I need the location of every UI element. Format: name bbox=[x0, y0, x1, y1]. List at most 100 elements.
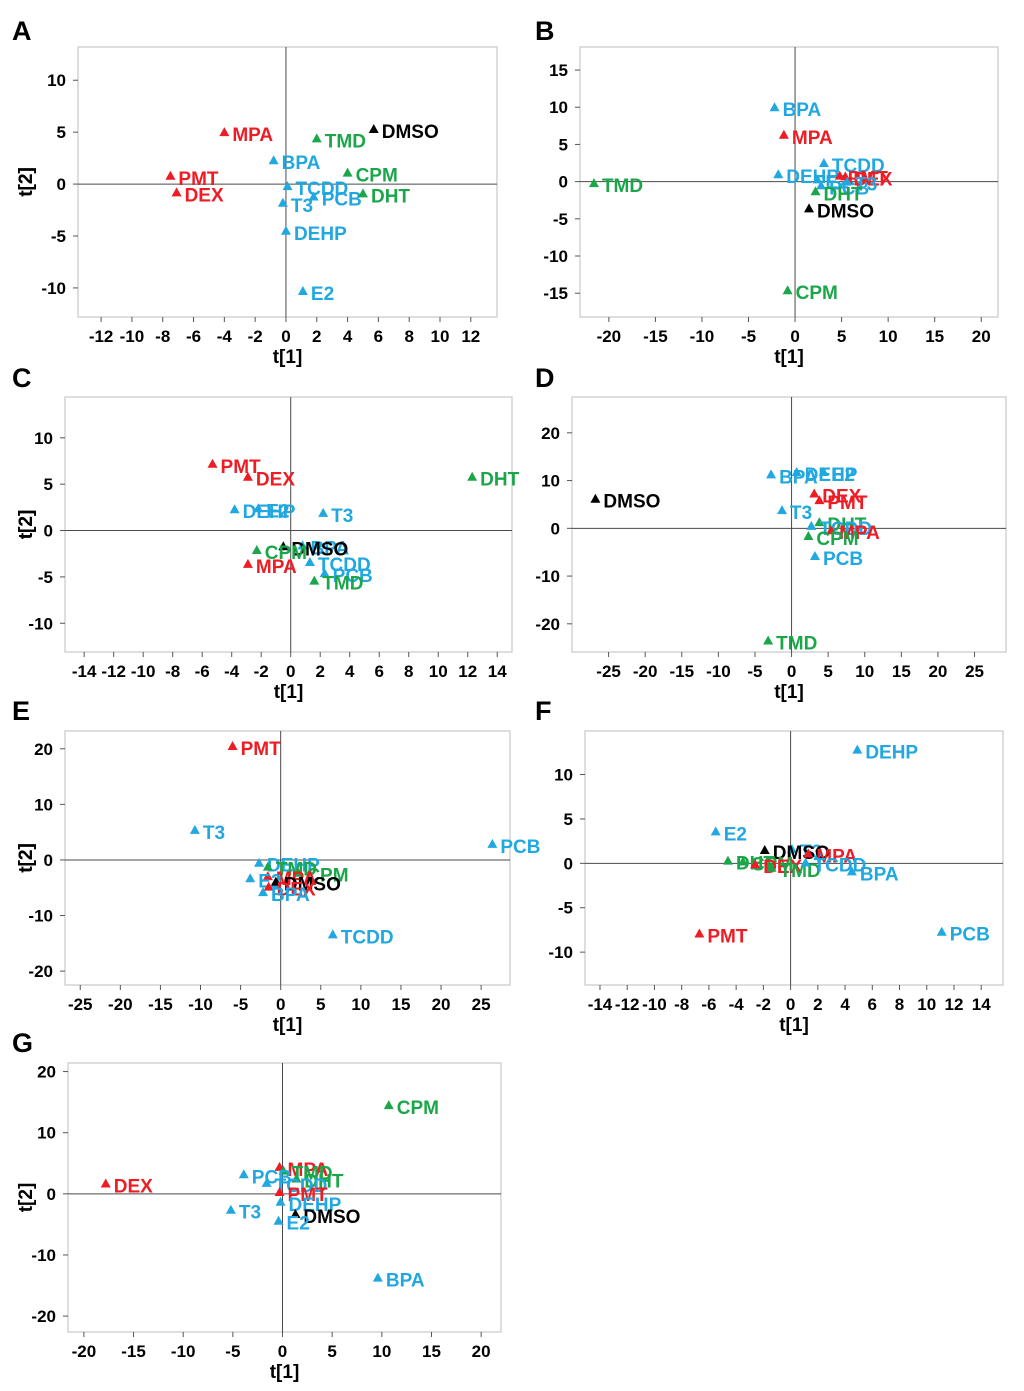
data-point-dht bbox=[291, 1173, 302, 1183]
data-point-dmso bbox=[270, 876, 281, 886]
point-label-dehp: DEHP bbox=[865, 743, 918, 764]
x-tick-label: 4 bbox=[840, 995, 850, 1014]
point-label-tcdd: TCDD bbox=[814, 855, 867, 876]
data-point-dehp bbox=[280, 225, 291, 235]
point-label-t3: T3 bbox=[855, 175, 877, 196]
y-tick-label: 0 bbox=[47, 1185, 56, 1204]
x-tick-label: 15 bbox=[925, 327, 944, 346]
point-label-t3: T3 bbox=[790, 503, 812, 524]
data-point-bpa bbox=[769, 102, 780, 112]
x-tick-label: 6 bbox=[374, 327, 383, 346]
x-tick-label: -6 bbox=[186, 327, 201, 346]
x-tick-label: -10 bbox=[171, 1342, 196, 1361]
y-tick-label: 10 bbox=[37, 1124, 56, 1143]
plot-frame bbox=[64, 396, 513, 653]
data-point-pcb bbox=[487, 838, 498, 848]
x-tick-label: 5 bbox=[327, 1342, 336, 1361]
data-point-mpa bbox=[826, 525, 837, 535]
y-tick-label: 5 bbox=[57, 123, 66, 142]
data-point-t3 bbox=[225, 1204, 236, 1214]
point-label-e2: E2 bbox=[266, 501, 289, 522]
point-label-pmt: PMT bbox=[178, 169, 219, 190]
data-point-dehp bbox=[852, 744, 863, 754]
panel-letter: G bbox=[12, 1028, 33, 1058]
x-tick-label: -10 bbox=[120, 327, 145, 346]
panel-f: F-14 -12 -10 -8 -6 -4 -2 0 2 4 6 8 10 12 141050-5-10t[… bbox=[16, 696, 1004, 1036]
point-label-pcb: PCB bbox=[950, 925, 990, 946]
data-point-bpa bbox=[846, 866, 857, 876]
x-tick-label: 14 bbox=[488, 662, 507, 681]
data-point-dht bbox=[467, 471, 478, 481]
y-tick-label: 15 bbox=[549, 61, 568, 80]
point-label-t3: T3 bbox=[331, 506, 353, 527]
x-tick-label: 0 bbox=[787, 662, 796, 681]
x-tick-label: -6 bbox=[701, 995, 716, 1014]
y-tick-label: 5 bbox=[564, 810, 573, 829]
panel-b: B-20 -15 -10 -5 0 5 10 15 20151050-5-10-15t[1]t[… bbox=[16, 16, 999, 368]
x-axis-title: t[1] bbox=[273, 1015, 303, 1036]
y-tick-label: 0 bbox=[551, 519, 560, 538]
data-point-dht bbox=[722, 855, 733, 865]
x-tick-label: -5 bbox=[225, 1342, 240, 1361]
point-label-tcdd: TCDD bbox=[296, 179, 349, 200]
x-tick-label: 10 bbox=[429, 662, 448, 681]
point-label-dmso: DMSO bbox=[817, 201, 874, 222]
data-point-tmd bbox=[262, 861, 273, 871]
x-tick-label: -20 bbox=[633, 662, 658, 681]
point-label-tcdd: TCDD bbox=[275, 1176, 328, 1197]
data-point-cpm bbox=[383, 1100, 394, 1110]
y-tick-label: 20 bbox=[34, 740, 53, 759]
data-point-pcb bbox=[936, 926, 947, 936]
x-tick-label: 15 bbox=[422, 1342, 441, 1361]
point-label-e2: E2 bbox=[287, 1214, 310, 1235]
y-tick-label: -10 bbox=[41, 279, 66, 298]
point-label-bpa: BPA bbox=[860, 864, 899, 885]
panel-letter: C bbox=[12, 363, 32, 393]
data-point-tcdd bbox=[327, 929, 338, 939]
y-tick-label: -10 bbox=[31, 1246, 56, 1265]
x-tick-label: 8 bbox=[404, 327, 413, 346]
x-tick-label: -10 bbox=[188, 995, 213, 1014]
point-label-tmd: TMD bbox=[276, 860, 317, 881]
y-axis-title: t[2] bbox=[16, 167, 37, 197]
data-point-mpa bbox=[262, 871, 273, 881]
point-label-pcb: PCB bbox=[322, 190, 362, 211]
point-label-t3: T3 bbox=[291, 196, 313, 217]
y-tick-label: -5 bbox=[38, 568, 53, 587]
x-tick-label: -10 bbox=[131, 662, 156, 681]
x-tick-label: 5 bbox=[837, 327, 846, 346]
x-axis-title: t[1] bbox=[774, 682, 804, 703]
x-tick-label: 6 bbox=[868, 995, 877, 1014]
data-point-pmt bbox=[227, 741, 238, 751]
data-point-cpm bbox=[251, 545, 262, 554]
data-point-e2 bbox=[710, 826, 721, 836]
data-point-dht bbox=[357, 188, 368, 198]
data-point-e2 bbox=[818, 466, 829, 476]
point-label-dmso: DMSO bbox=[303, 1207, 360, 1228]
x-tick-label: 10 bbox=[879, 327, 898, 346]
data-point-dmso bbox=[278, 541, 289, 551]
data-point-dex bbox=[171, 187, 182, 197]
data-point-dex bbox=[750, 859, 761, 869]
point-label-tmd: TMD bbox=[780, 861, 821, 882]
x-tick-label: 5 bbox=[316, 995, 325, 1014]
point-label-pmt: PMT bbox=[241, 739, 282, 760]
data-point-tmd bbox=[311, 133, 322, 143]
point-label-dehp: DEHP bbox=[243, 502, 296, 523]
point-label-cpm: CPM bbox=[796, 283, 838, 304]
point-label-dht: DHT bbox=[304, 1172, 343, 1193]
data-point-mpa bbox=[778, 129, 789, 139]
data-point-bpa bbox=[268, 155, 279, 165]
data-point-cpm bbox=[342, 167, 353, 177]
data-point-dmso bbox=[290, 1209, 301, 1219]
data-point-bpa bbox=[297, 540, 308, 550]
panel-letter: B bbox=[535, 16, 555, 46]
data-point-dehp bbox=[773, 169, 784, 179]
data-point-e2 bbox=[812, 174, 823, 184]
data-point-pmt bbox=[165, 170, 176, 180]
point-label-pmt: PMT bbox=[221, 457, 262, 478]
data-point-dehp bbox=[791, 466, 802, 476]
x-tick-label: -20 bbox=[597, 327, 622, 346]
x-tick-label: 15 bbox=[391, 995, 410, 1014]
